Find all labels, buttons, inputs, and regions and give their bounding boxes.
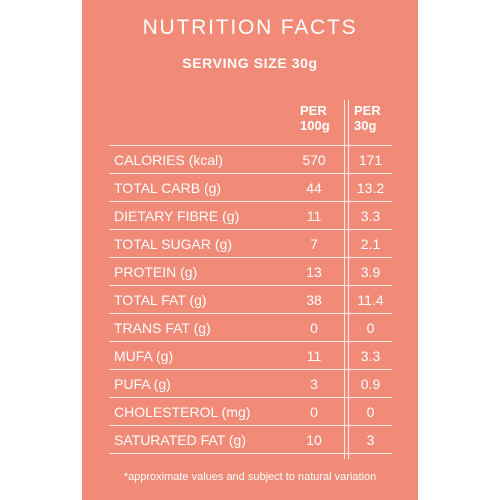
column-divider-1 bbox=[344, 100, 345, 459]
serving-size: SERVING SIZE 30g bbox=[182, 55, 318, 71]
row-value-per-100g: 44 bbox=[306, 180, 322, 196]
row-value-per-30g: 13.2 bbox=[356, 180, 385, 196]
row-label: PROTEIN (g) bbox=[114, 264, 198, 280]
table-top-rule bbox=[109, 145, 392, 146]
row-label: TOTAL SUGAR (g) bbox=[114, 236, 232, 252]
table-bottom-rule bbox=[109, 453, 392, 454]
table-row: TOTAL FAT (g) 38 11.4 bbox=[109, 285, 392, 313]
row-divider bbox=[109, 313, 392, 314]
row-label: TRANS FAT (g) bbox=[114, 320, 211, 336]
table-row: TOTAL SUGAR (g) 7 2.1 bbox=[109, 229, 392, 257]
table-row: PUFA (g) 3 0.9 bbox=[109, 369, 392, 397]
table-row: SATURATED FAT (g) 10 3 bbox=[109, 425, 392, 453]
table-row: MUFA (g) 11 3.3 bbox=[109, 341, 392, 369]
row-divider bbox=[109, 285, 392, 286]
row-divider bbox=[109, 229, 392, 230]
row-value-per-30g: 2.1 bbox=[360, 236, 381, 252]
column-header-per-100g-line1: PER bbox=[300, 103, 327, 118]
row-value-per-100g: 7 bbox=[310, 236, 318, 252]
row-divider bbox=[109, 341, 392, 342]
table-row: CALORIES (kcal) 570 171 bbox=[109, 145, 392, 173]
row-value-per-100g: 0 bbox=[310, 320, 318, 336]
table-row: TRANS FAT (g) 0 0 bbox=[109, 313, 392, 341]
column-header-per-30g-line1: PER bbox=[354, 103, 381, 118]
column-header-per-100g-line2: 100g bbox=[300, 118, 330, 133]
nutrition-panel: NUTRITION FACTS SERVING SIZE 30g PER 100… bbox=[82, 0, 418, 500]
row-label: PUFA (g) bbox=[114, 376, 171, 392]
column-header-per-30g-line2: 30g bbox=[354, 118, 377, 133]
row-value-per-30g: 0 bbox=[366, 404, 375, 420]
row-value-per-30g: 3 bbox=[366, 432, 375, 448]
row-divider bbox=[109, 173, 392, 174]
table-row: CHOLESTEROL (mg) 0 0 bbox=[109, 397, 392, 425]
row-label: CHOLESTEROL (mg) bbox=[114, 404, 251, 420]
row-label: SATURATED FAT (g) bbox=[114, 432, 246, 448]
row-value-per-30g: 0 bbox=[366, 320, 375, 336]
row-label: MUFA (g) bbox=[114, 348, 174, 364]
row-label: TOTAL FAT (g) bbox=[114, 292, 207, 308]
row-value-per-100g: 10 bbox=[306, 432, 322, 448]
row-value-per-30g: 0.9 bbox=[360, 376, 381, 392]
row-divider bbox=[109, 425, 392, 426]
row-label: DIETARY FIBRE (g) bbox=[114, 208, 240, 224]
row-value-per-100g: 13 bbox=[306, 264, 322, 280]
table-row: TOTAL CARB (g) 44 13.2 bbox=[109, 173, 392, 201]
row-value-per-30g: 3.3 bbox=[360, 208, 381, 224]
table-row: DIETARY FIBRE (g) 11 3.3 bbox=[109, 201, 392, 229]
column-header-per-100g: PER 100g bbox=[300, 103, 330, 143]
table-row: PROTEIN (g) 13 3.9 bbox=[109, 257, 392, 285]
nutrition-title: NUTRITION FACTS bbox=[142, 16, 358, 39]
row-value-per-100g: 11 bbox=[306, 348, 322, 364]
column-divider-2 bbox=[348, 100, 349, 459]
row-divider bbox=[109, 201, 392, 202]
row-value-per-30g: 3.3 bbox=[360, 348, 381, 364]
row-label: TOTAL CARB (g) bbox=[114, 180, 222, 196]
row-value-per-30g: 171 bbox=[358, 152, 383, 168]
row-divider bbox=[109, 369, 392, 370]
column-header-per-30g: PER 30g bbox=[354, 103, 381, 143]
row-value-per-100g: 0 bbox=[310, 404, 318, 420]
row-divider bbox=[109, 397, 392, 398]
row-divider bbox=[109, 257, 392, 258]
footnote: *approximate values and subject to natur… bbox=[123, 471, 377, 483]
row-label: CALORIES (kcal) bbox=[114, 152, 223, 168]
row-value-per-100g: 38 bbox=[306, 292, 322, 308]
row-value-per-100g: 11 bbox=[306, 208, 322, 224]
row-value-per-30g: 3.9 bbox=[360, 264, 381, 280]
row-value-per-100g: 570 bbox=[302, 152, 326, 168]
row-value-per-100g: 3 bbox=[310, 376, 318, 392]
row-value-per-30g: 11.4 bbox=[357, 292, 384, 308]
